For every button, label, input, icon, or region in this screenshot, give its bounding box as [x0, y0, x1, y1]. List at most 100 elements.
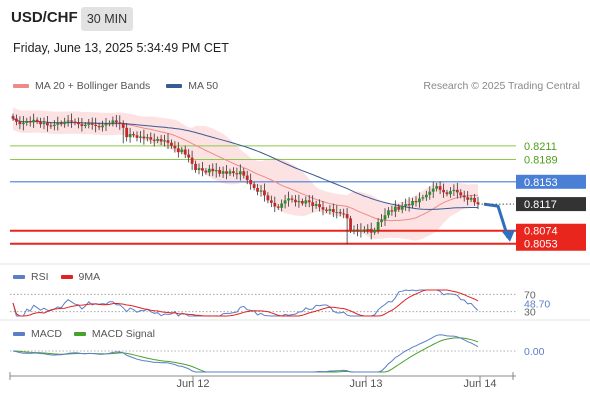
level-label: 0.8153	[524, 177, 558, 189]
macd-line	[12, 334, 479, 373]
rsi-legend-label: RSI	[31, 271, 49, 283]
candle	[111, 116, 115, 127]
candle	[228, 168, 232, 176]
level-label: 0.8211	[524, 141, 557, 153]
macd-legend: MACD MACD Signal	[13, 328, 155, 340]
candle	[352, 225, 356, 235]
candle	[349, 215, 352, 233]
candle	[300, 198, 304, 206]
main-legend: MA 20 + Bollinger Bands MA 50	[13, 80, 218, 92]
candle	[183, 145, 187, 159]
candle	[321, 200, 325, 216]
rsi-line	[12, 289, 479, 317]
candle	[473, 193, 476, 206]
candle	[156, 136, 160, 144]
last-price-label: 0.8117	[524, 199, 557, 211]
candle	[21, 115, 25, 131]
candle	[452, 184, 456, 196]
candle	[132, 131, 135, 138]
candle	[297, 194, 301, 208]
candle	[80, 117, 84, 132]
macd-signal-legend-label: MACD Signal	[91, 328, 155, 340]
candle	[387, 207, 390, 219]
candle	[77, 117, 80, 129]
candle	[438, 181, 442, 195]
candle	[362, 226, 366, 234]
candle	[232, 167, 235, 177]
candle	[380, 214, 383, 227]
candle	[273, 196, 277, 213]
candle	[418, 192, 421, 208]
candle	[211, 163, 215, 177]
candle	[125, 123, 129, 142]
candle	[49, 122, 53, 129]
candle	[118, 115, 122, 130]
candle	[207, 164, 211, 177]
candle	[238, 164, 242, 181]
x-tick-label: Jun 13	[349, 378, 382, 390]
candle	[235, 167, 239, 180]
rsi-level-label: 30	[524, 307, 536, 319]
timeframe-badge[interactable]: 30 MIN	[81, 7, 133, 31]
candle	[259, 185, 263, 197]
candle	[290, 195, 294, 203]
candle	[263, 183, 266, 202]
macd-signal-line	[12, 337, 479, 373]
candle	[214, 163, 218, 178]
macd-swatch	[13, 332, 25, 336]
level-label-box	[516, 223, 586, 238]
x-tick-label: Jun 14	[463, 378, 496, 390]
candle	[18, 116, 22, 130]
candle	[245, 170, 249, 185]
candle	[170, 139, 173, 149]
candle	[256, 184, 259, 196]
candle	[283, 194, 287, 209]
candle	[476, 196, 480, 210]
candle	[356, 224, 359, 237]
candle	[390, 205, 394, 216]
candle	[25, 117, 29, 126]
candle	[163, 134, 166, 147]
candle	[442, 183, 445, 198]
candle	[294, 195, 297, 207]
candle	[431, 181, 435, 198]
rsi-level-label: 70	[524, 289, 536, 301]
candle	[383, 208, 387, 226]
candle	[338, 208, 342, 217]
candle	[359, 223, 363, 238]
candle	[104, 117, 108, 131]
candle	[331, 203, 335, 218]
candle	[435, 182, 439, 192]
candle	[128, 127, 132, 143]
candle	[11, 113, 15, 121]
candle	[90, 117, 94, 130]
candle	[135, 131, 139, 142]
candle	[373, 227, 377, 235]
candle	[466, 191, 470, 206]
candle	[159, 135, 163, 146]
candle	[87, 118, 91, 129]
candle	[59, 120, 63, 127]
candle	[307, 194, 311, 208]
candle	[252, 181, 256, 191]
candle	[187, 149, 191, 163]
candle	[345, 207, 349, 245]
macd-signal-swatch	[73, 332, 86, 336]
candle	[176, 142, 180, 158]
candle	[328, 205, 332, 215]
candle	[190, 150, 194, 171]
candle	[325, 207, 328, 214]
candle	[52, 120, 56, 131]
candle	[114, 114, 118, 128]
instrument-title: USD/CHF	[11, 9, 78, 26]
rsi-value-label: 48.70	[524, 299, 550, 311]
candle	[400, 201, 404, 214]
candle	[204, 168, 208, 175]
bollinger-band	[13, 107, 478, 241]
candle	[428, 186, 432, 200]
ma50-legend-label: MA 50	[188, 80, 219, 92]
candle	[393, 200, 397, 218]
candle	[39, 117, 42, 128]
candle	[314, 200, 318, 209]
